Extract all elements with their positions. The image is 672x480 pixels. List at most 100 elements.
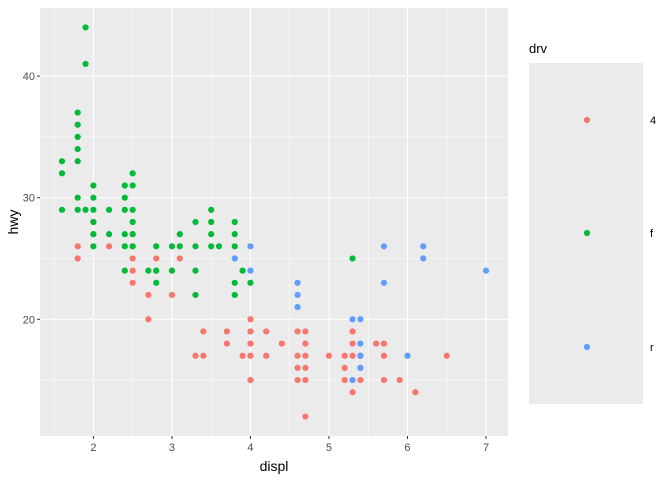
data-point-drv-f (145, 267, 152, 274)
legend-label-f: f (650, 228, 654, 240)
data-point-drv-4 (372, 340, 380, 347)
data-point-drv-4 (396, 376, 403, 384)
data-point-drv-r (380, 279, 388, 286)
data-point-drv-f (208, 218, 215, 226)
legend-key-r (583, 343, 591, 351)
legend-key-4 (583, 116, 591, 124)
data-point-drv-r (380, 243, 388, 250)
data-point-drv-4 (302, 413, 309, 420)
data-point-drv-f (129, 170, 136, 177)
data-point-drv-f (90, 243, 97, 250)
data-point-drv-4 (349, 340, 356, 347)
data-point-drv-4 (129, 279, 136, 286)
data-point-drv-4 (357, 376, 364, 384)
data-point-drv-f (129, 218, 136, 226)
data-point-drv-4 (153, 255, 160, 262)
data-point-drv-4 (263, 328, 270, 335)
data-point-drv-4 (380, 340, 388, 347)
data-point-drv-f (153, 267, 160, 274)
data-point-drv-r (247, 267, 254, 274)
data-point-drv-4 (239, 352, 246, 359)
data-point-drv-4 (129, 267, 136, 274)
data-point-drv-f (82, 206, 89, 213)
data-point-drv-f (208, 243, 215, 250)
data-point-drv-r (357, 340, 364, 347)
data-point-drv-f (121, 206, 128, 213)
y-tick-label: 20 (23, 314, 35, 326)
data-point-drv-r (349, 316, 356, 323)
data-point-drv-f (121, 267, 128, 274)
data-point-drv-4 (145, 291, 152, 299)
minor-gridlines (40, 8, 508, 436)
data-point-drv-4 (200, 352, 207, 359)
x-tick-label: 2 (90, 442, 96, 454)
data-point-drv-f (121, 194, 128, 201)
data-point-drv-f (90, 182, 97, 189)
data-point-drv-f (58, 206, 66, 213)
data-point-drv-4 (341, 364, 348, 372)
data-point-drv-4 (349, 352, 356, 359)
x-axis: 2 3 4 5 6 7 (90, 436, 489, 454)
data-point-drv-4 (341, 352, 348, 359)
data-point-drv-f (121, 243, 128, 250)
plot-panel (40, 8, 508, 436)
data-point-drv-f (74, 194, 81, 201)
data-point-drv-4 (223, 340, 230, 347)
data-point-drv-r (294, 304, 301, 311)
data-point-drv-f (90, 218, 97, 226)
data-point-drv-r (420, 255, 427, 262)
data-point-drv-4 (106, 243, 113, 250)
data-point-drv-f (231, 279, 238, 286)
x-tick-label: 3 (169, 442, 175, 454)
data-point-drv-4 (247, 316, 254, 323)
data-point-drv-f (82, 60, 89, 68)
data-point-drv-r (247, 243, 254, 250)
data-point-drv-4 (325, 352, 333, 359)
data-point-drv-f (74, 158, 81, 165)
data-point-drv-4 (247, 340, 254, 347)
data-point-drv-4 (380, 352, 388, 359)
data-point-drv-4 (443, 352, 450, 359)
data-point-drv-4 (168, 291, 176, 299)
data-point-drv-f (192, 267, 199, 274)
data-point-drv-r (294, 291, 301, 299)
x-tick-label: 7 (483, 442, 489, 454)
data-point-drv-f (74, 133, 81, 140)
data-point-drv-r (357, 364, 364, 372)
data-point-drv-f (192, 243, 199, 250)
data-point-drv-4 (200, 328, 207, 335)
y-tick-label: 30 (23, 193, 35, 205)
data-point-drv-f (153, 243, 160, 250)
data-point-drv-4 (341, 376, 348, 384)
data-point-drv-4 (302, 328, 309, 335)
data-point-drv-f (208, 206, 215, 213)
data-point-drv-f (231, 218, 238, 226)
legend-key-f (583, 229, 591, 237)
data-point-drv-f (74, 109, 81, 116)
y-axis-title: hwy (5, 210, 21, 235)
data-point-drv-f (90, 194, 97, 201)
legend: drv 4 f r (529, 41, 656, 404)
data-point-drv-4 (302, 364, 309, 372)
data-point-drv-f (74, 206, 81, 213)
data-point-drv-f (74, 121, 81, 128)
data-point-drv-f (247, 279, 254, 286)
legend-label-4: 4 (650, 115, 656, 127)
data-point-drv-r (231, 255, 238, 262)
data-point-drv-f (58, 170, 66, 177)
data-point-drv-r (420, 243, 427, 250)
data-point-drv-f (231, 231, 238, 238)
y-tick-label: 40 (23, 71, 35, 83)
data-point-drv-4 (129, 255, 136, 262)
data-point-drv-f (192, 291, 199, 299)
x-tick-label: 4 (247, 442, 253, 454)
data-point-drv-f (153, 279, 160, 286)
data-point-drv-4 (302, 340, 309, 347)
data-point-drv-f (168, 243, 176, 250)
data-point-drv-f (176, 243, 183, 250)
data-point-drv-f (121, 231, 128, 238)
data-point-drv-4 (263, 352, 270, 359)
legend-label-r: r (650, 342, 654, 354)
data-point-drv-4 (294, 376, 301, 384)
